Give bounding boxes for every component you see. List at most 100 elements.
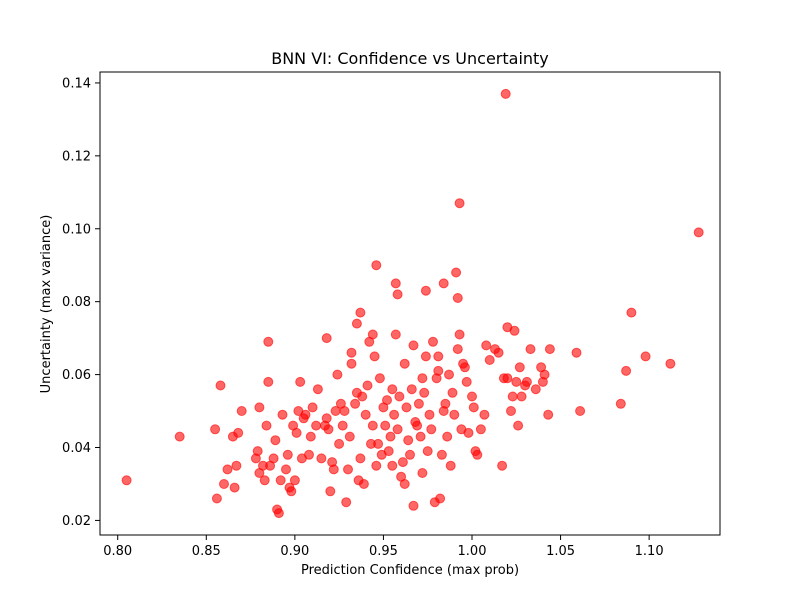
y-tick-label: 0.04 — [62, 441, 91, 456]
data-point-79 — [371, 260, 382, 271]
data-point-116 — [422, 446, 433, 457]
data-point-69 — [355, 453, 366, 464]
x-tick-label: 0.80 — [103, 544, 132, 559]
data-point-150 — [481, 340, 492, 351]
data-point-44 — [312, 384, 323, 395]
data-point-137 — [454, 198, 465, 209]
data-point-162 — [511, 376, 522, 387]
data-point-103 — [405, 449, 415, 460]
data-point-176 — [575, 406, 586, 416]
data-point-112 — [417, 468, 428, 478]
data-point-110 — [415, 431, 426, 442]
data-point-71 — [358, 479, 369, 489]
data-point-62 — [346, 347, 357, 358]
data-point-61 — [344, 431, 355, 442]
data-point-177 — [615, 398, 626, 409]
data-point-182 — [693, 227, 704, 238]
data-point-13 — [252, 446, 263, 457]
data-point-34 — [291, 427, 302, 438]
data-point-39 — [300, 409, 311, 420]
data-point-41 — [305, 431, 316, 442]
data-point-45 — [316, 453, 327, 464]
x-tick-label: 1.00 — [458, 544, 487, 559]
data-point-128 — [440, 398, 451, 409]
data-point-29 — [282, 449, 293, 460]
data-point-81 — [373, 438, 384, 449]
data-point-4 — [215, 380, 226, 391]
data-point-28 — [281, 464, 291, 475]
data-point-0 — [121, 475, 132, 486]
data-point-164 — [514, 362, 525, 373]
data-points — [121, 88, 704, 519]
data-point-26 — [275, 475, 286, 486]
data-point-180 — [640, 351, 651, 362]
data-point-42 — [307, 402, 318, 413]
data-point-142 — [461, 376, 472, 387]
data-point-31 — [286, 486, 297, 497]
data-point-9 — [231, 460, 242, 471]
data-point-138 — [454, 329, 465, 340]
data-point-49 — [323, 424, 334, 435]
data-point-108 — [412, 420, 423, 431]
data-point-149 — [479, 409, 490, 420]
data-point-86 — [382, 395, 392, 406]
data-point-134 — [451, 267, 462, 278]
data-point-54 — [332, 369, 343, 380]
x-tick-label: 1.10 — [635, 544, 664, 559]
data-point-5 — [219, 479, 229, 489]
data-point-126 — [438, 278, 449, 289]
y-tick-label: 0.12 — [62, 149, 91, 164]
data-point-117 — [424, 409, 435, 420]
data-point-169 — [530, 384, 541, 395]
data-point-118 — [426, 424, 437, 435]
data-point-17 — [259, 475, 270, 486]
data-point-123 — [433, 365, 444, 376]
y-tick-label: 0.06 — [62, 368, 91, 383]
data-point-113 — [419, 387, 430, 398]
data-point-27 — [277, 409, 288, 420]
y-tick-label: 0.02 — [62, 514, 91, 529]
data-point-135 — [452, 293, 463, 303]
data-point-175 — [571, 347, 582, 358]
data-point-102 — [403, 435, 414, 446]
data-point-76 — [367, 420, 378, 431]
data-point-100 — [399, 479, 410, 489]
data-point-111 — [417, 373, 428, 384]
data-point-20 — [263, 376, 274, 387]
data-point-173 — [543, 409, 554, 420]
x-tick-label: 0.90 — [280, 544, 309, 559]
data-point-167 — [521, 376, 532, 387]
data-point-153 — [493, 347, 504, 358]
x-tick-label: 0.85 — [192, 544, 221, 559]
x-axis-label: Prediction Confidence (max prob) — [301, 563, 519, 578]
data-point-3 — [211, 493, 222, 504]
data-point-48 — [321, 413, 332, 424]
data-point-43 — [311, 420, 322, 431]
data-point-136 — [452, 344, 463, 355]
data-point-60 — [343, 464, 353, 475]
data-point-92 — [390, 329, 401, 340]
data-point-181 — [665, 358, 676, 369]
data-point-133 — [449, 409, 460, 420]
data-point-163 — [513, 420, 524, 431]
data-point-129 — [442, 431, 453, 442]
data-point-59 — [341, 497, 352, 508]
data-point-10 — [233, 427, 244, 438]
x-tick-label: 0.95 — [369, 544, 398, 559]
data-point-52 — [328, 464, 339, 475]
y-axis-ticks: 0.02 0.04 0.06 0.08 0.10 0.12 0.14 — [62, 76, 100, 529]
data-point-87 — [383, 446, 394, 457]
y-tick-label: 0.10 — [62, 222, 91, 237]
data-point-143 — [463, 427, 474, 438]
data-point-168 — [525, 344, 536, 355]
data-point-15 — [254, 402, 265, 413]
data-point-141 — [459, 362, 470, 373]
data-point-88 — [385, 431, 396, 442]
data-point-174 — [544, 344, 555, 355]
data-point-85 — [380, 420, 391, 431]
plot-frame — [99, 71, 721, 536]
data-point-145 — [468, 402, 479, 413]
data-point-148 — [475, 424, 486, 435]
data-point-104 — [406, 384, 417, 395]
